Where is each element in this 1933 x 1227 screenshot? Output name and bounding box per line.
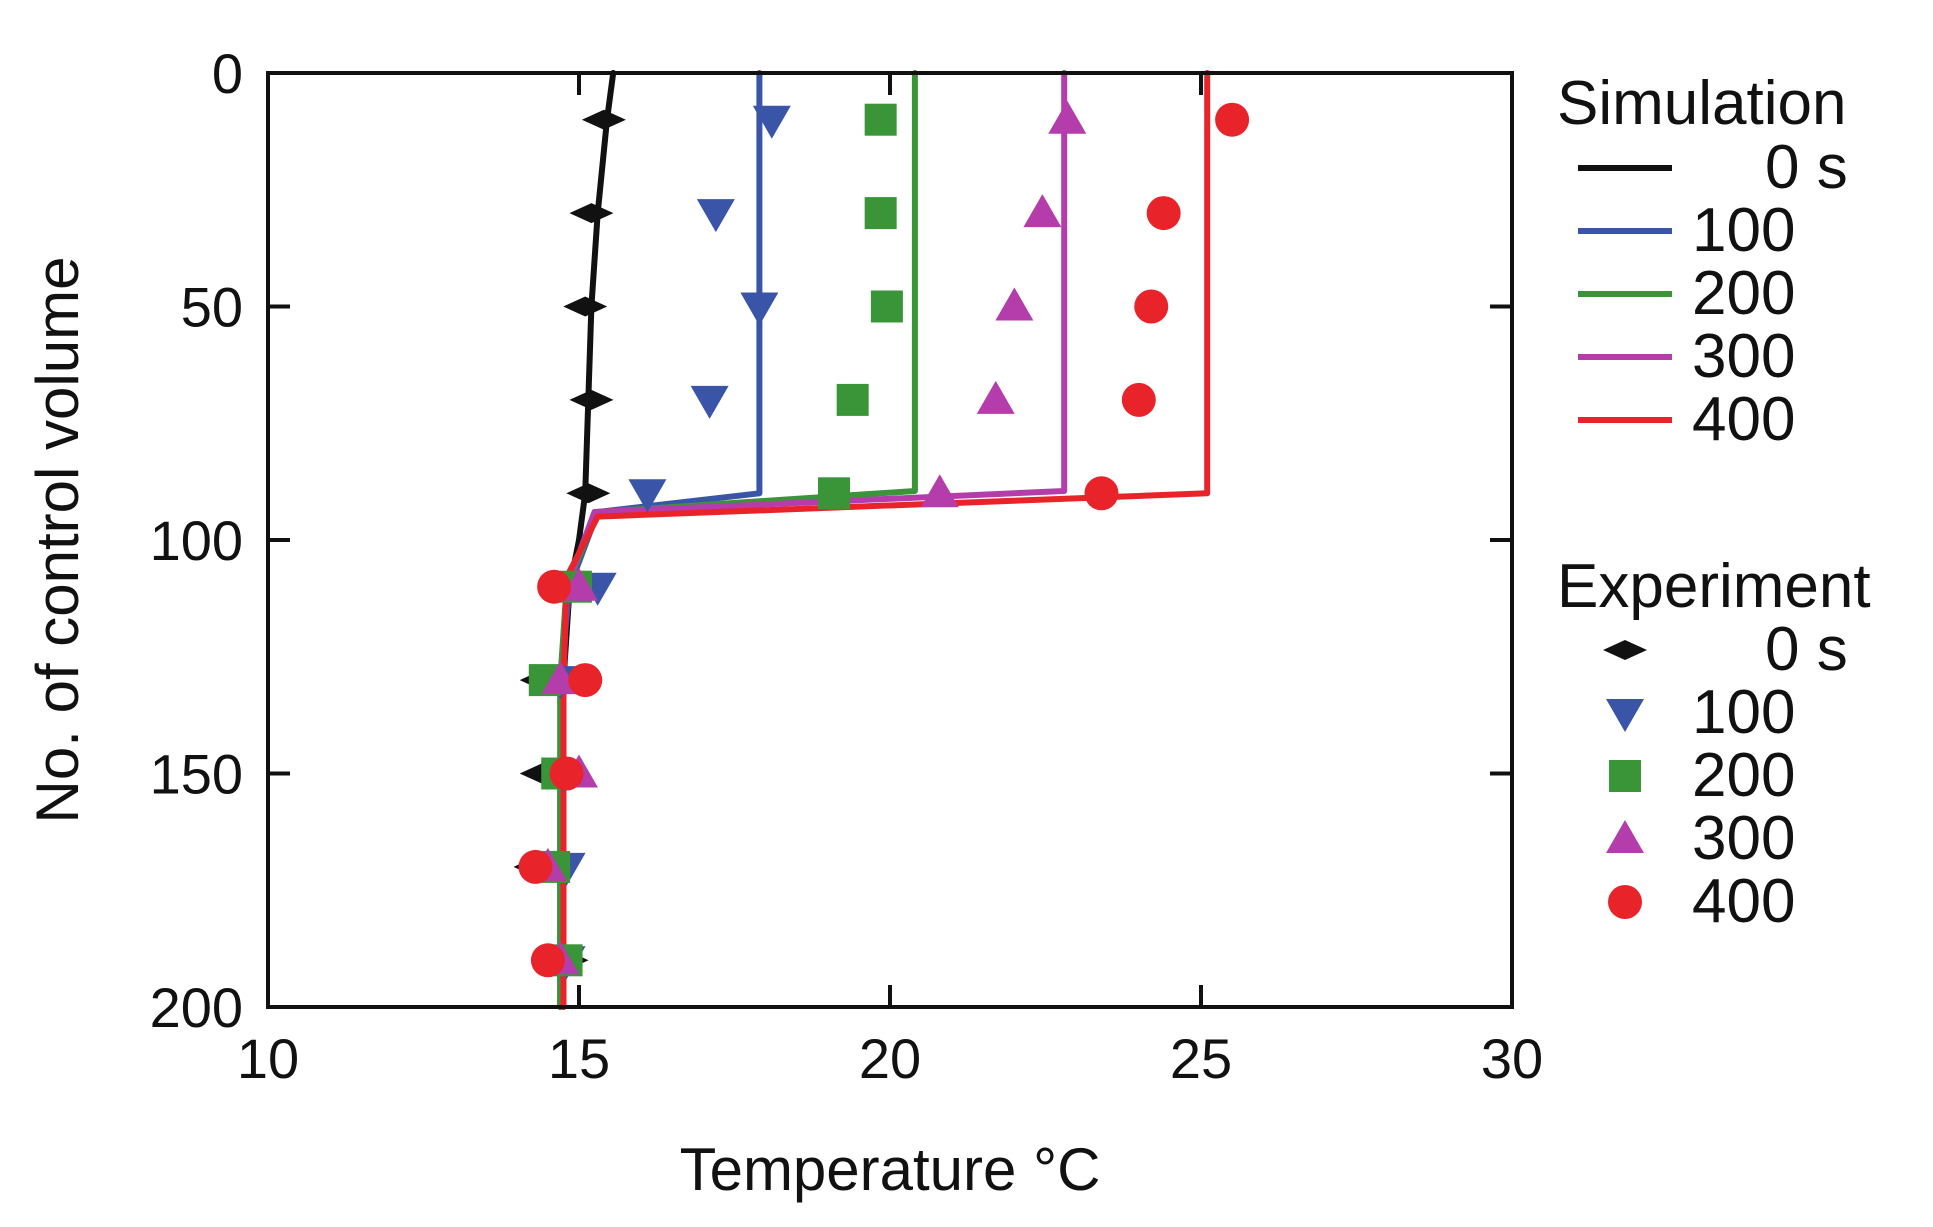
legend-simulation-label: 200 xyxy=(1692,259,1795,328)
legend-experiment-label: 100 xyxy=(1692,678,1795,747)
simulation-line-400 xyxy=(560,70,1211,1010)
experiment-point-0s xyxy=(569,203,614,224)
experiment-point-100 xyxy=(752,105,791,139)
experiment-point-0s xyxy=(569,389,614,410)
experiment-point-0s xyxy=(563,296,608,317)
experiment-point-400 xyxy=(549,756,584,791)
experiment-point-400 xyxy=(530,943,565,978)
experiment-markers xyxy=(513,100,1250,980)
experiment-point-400 xyxy=(537,569,572,604)
experiment-point-400 xyxy=(1146,196,1181,231)
legend-experiment-label: 0 s xyxy=(1765,615,1848,684)
experiment-point-200 xyxy=(836,383,869,416)
experiment-point-400 xyxy=(1084,476,1119,511)
experiment-point-400 xyxy=(1134,289,1169,324)
legend-marker-swatch xyxy=(1608,885,1642,919)
experiment-point-400 xyxy=(1121,382,1156,417)
y-tick-label: 0 xyxy=(212,42,243,105)
x-tick-label: 20 xyxy=(859,1027,921,1090)
experiment-point-0s xyxy=(581,109,626,130)
legend-marker-swatch xyxy=(1606,699,1644,732)
experiment-point-200 xyxy=(864,103,897,136)
x-tick-label: 15 xyxy=(548,1027,610,1090)
experiment-point-200 xyxy=(870,290,903,323)
legend-simulation-label: 400 xyxy=(1692,385,1795,454)
legend-experiment-title: Experiment xyxy=(1557,552,1871,621)
experiment-point-200 xyxy=(818,477,851,510)
experiment-point-300 xyxy=(995,287,1034,321)
legend-experiment-label: 200 xyxy=(1692,741,1795,810)
experiment-point-100 xyxy=(696,199,735,233)
y-axis-title: No. of control volume xyxy=(24,257,91,824)
x-tick-label: 30 xyxy=(1481,1027,1543,1090)
legend-experiment-label: 400 xyxy=(1692,867,1795,936)
legend-simulation-label: 300 xyxy=(1692,322,1795,391)
x-tick-label: 10 xyxy=(237,1027,299,1090)
tick-labels: 10 15 20 25 30 0 50 100 150 200 xyxy=(150,42,1544,1090)
x-tick-label: 25 xyxy=(1170,1027,1232,1090)
legend-experiment-label: 300 xyxy=(1692,804,1795,873)
experiment-point-400 xyxy=(568,663,603,698)
experiment-point-300 xyxy=(920,474,959,508)
y-tick-label: 150 xyxy=(150,743,243,806)
experiment-point-0s xyxy=(566,483,611,504)
legend-marker-swatch xyxy=(1606,820,1644,853)
legend-simulation-label: 0 s xyxy=(1765,133,1848,202)
legend-simulation-label: 100 xyxy=(1692,196,1795,265)
legend-marker-swatch xyxy=(1609,760,1641,792)
experiment-point-100 xyxy=(690,385,729,419)
y-tick-label: 100 xyxy=(150,509,243,572)
experiment-point-200 xyxy=(864,197,897,230)
experiment-point-100 xyxy=(740,292,779,326)
legend-simulation-title: Simulation xyxy=(1557,69,1846,138)
experiment-point-100 xyxy=(628,479,667,513)
x-axis-title: Temperature °C xyxy=(680,1136,1101,1203)
experiment-point-300 xyxy=(1023,194,1062,228)
legend-marker-swatch xyxy=(1603,640,1647,660)
y-tick-label: 200 xyxy=(150,976,243,1039)
experiment-point-300 xyxy=(976,380,1015,414)
y-tick-label: 50 xyxy=(181,276,243,339)
experiment-point-400 xyxy=(518,849,553,884)
plot-frame xyxy=(266,71,1514,1009)
experiment-point-300 xyxy=(1048,100,1087,134)
experiment-point-400 xyxy=(1215,102,1250,137)
